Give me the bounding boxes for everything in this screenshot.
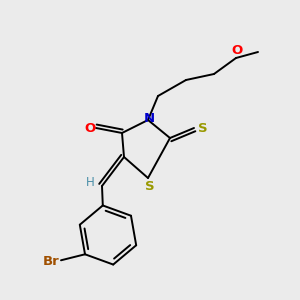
Text: Br: Br — [43, 255, 59, 268]
Text: S: S — [198, 122, 208, 134]
Text: S: S — [145, 181, 155, 194]
Text: N: N — [143, 112, 155, 125]
Text: H: H — [85, 176, 94, 188]
Text: O: O — [84, 122, 96, 134]
Text: O: O — [231, 44, 243, 56]
